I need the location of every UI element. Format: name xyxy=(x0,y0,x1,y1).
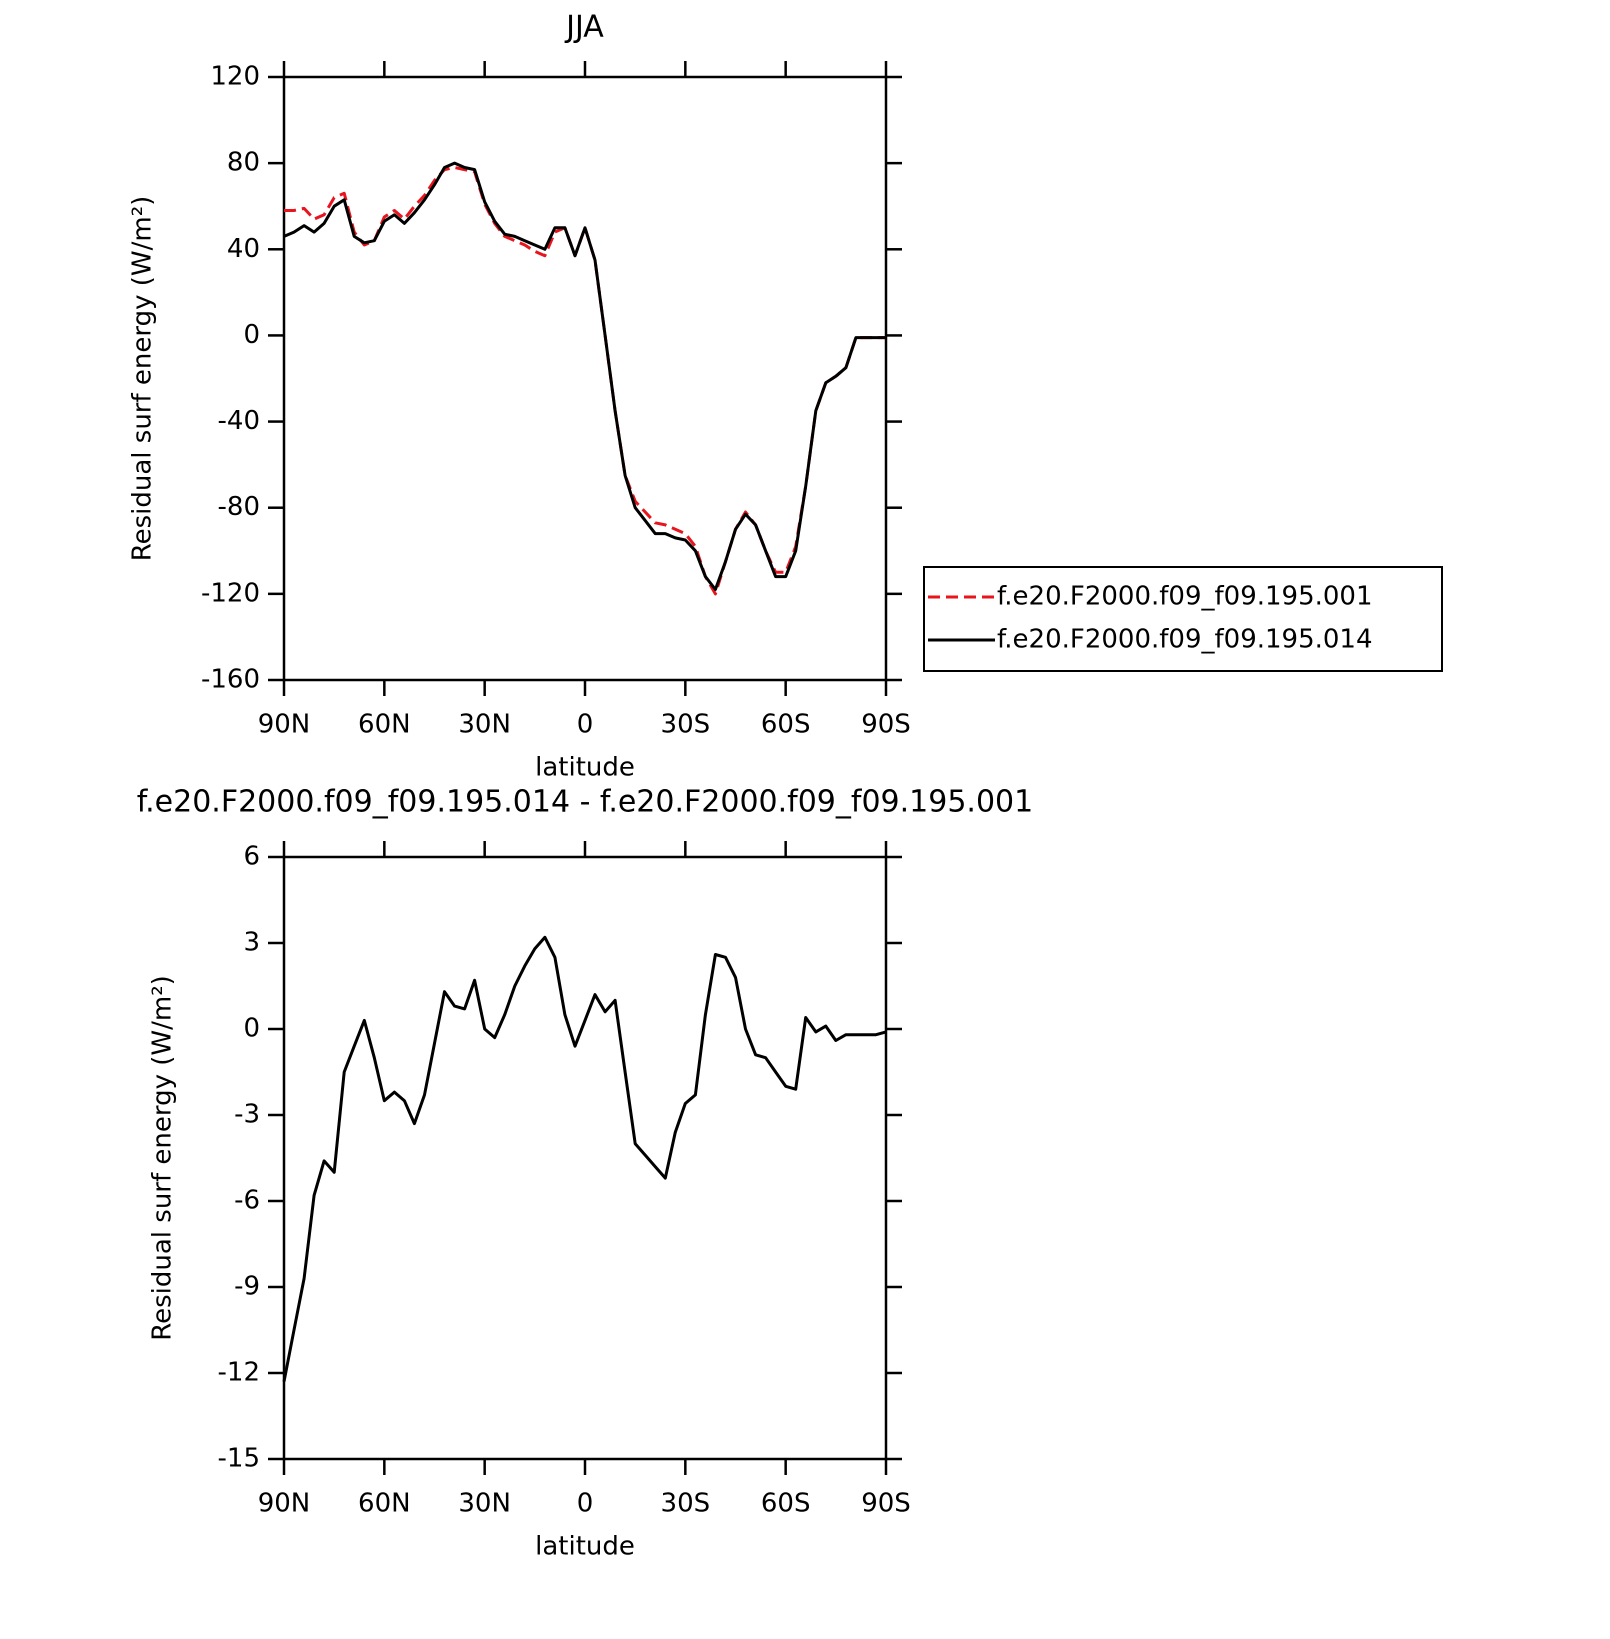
y-tick-label: -3 xyxy=(234,1100,260,1130)
x-tick-label: 0 xyxy=(577,710,594,740)
y-tick-label: 0 xyxy=(243,320,260,350)
legend-label: f.e20.F2000.f09_f09.195.014 xyxy=(997,625,1373,655)
chart-title: f.e20.F2000.f09_f09.195.014 - f.e20.F200… xyxy=(137,785,1033,820)
y-tick-label: 6 xyxy=(243,842,260,872)
y-tick-label: -12 xyxy=(218,1358,260,1388)
x-tick-label: 60N xyxy=(358,710,411,740)
y-axis-label: Residual surf energy (W/m²) xyxy=(148,975,178,1341)
y-tick-label: -40 xyxy=(218,406,260,436)
x-tick-label: 90N xyxy=(258,1489,311,1519)
y-tick-label: 80 xyxy=(227,148,260,178)
plot-frame xyxy=(282,855,888,1461)
y-tick-label: 40 xyxy=(227,234,260,264)
y-tick-label: -120 xyxy=(201,578,260,608)
data-line xyxy=(283,161,886,591)
x-tick-label: 0 xyxy=(577,1489,594,1519)
legend-label: f.e20.F2000.f09_f09.195.001 xyxy=(997,582,1373,612)
data-line xyxy=(284,166,886,596)
x-tick-label: 60N xyxy=(358,1489,411,1519)
y-tick-label: 0 xyxy=(243,1014,260,1044)
x-tick-label: 60S xyxy=(761,1489,811,1519)
y-tick-label: 120 xyxy=(210,62,260,92)
y-tick-label: -6 xyxy=(234,1186,260,1216)
chart-title: JJA xyxy=(564,10,604,45)
legend-box xyxy=(923,566,1443,672)
x-tick-label: 90S xyxy=(861,1489,911,1519)
y-tick-label: -15 xyxy=(218,1444,260,1474)
x-tick-label: 60S xyxy=(761,710,811,740)
x-tick-label: 30N xyxy=(458,710,511,740)
x-axis-label: latitude xyxy=(535,1532,635,1562)
x-tick-label: 30N xyxy=(458,1489,511,1519)
x-tick-label: 90N xyxy=(258,710,311,740)
y-tick-label: -9 xyxy=(234,1272,260,1302)
y-axis-label: Residual surf energy (W/m²) xyxy=(128,196,158,562)
y-tick-label: 3 xyxy=(243,928,260,958)
x-axis-label: latitude xyxy=(535,753,635,783)
x-tick-label: 30S xyxy=(661,1489,711,1519)
x-tick-label: 30S xyxy=(661,710,711,740)
data-line xyxy=(282,935,887,1382)
plot-frame xyxy=(282,75,888,682)
y-tick-label: -160 xyxy=(201,665,260,695)
y-tick-label: -80 xyxy=(218,492,260,522)
x-tick-label: 90S xyxy=(861,710,911,740)
